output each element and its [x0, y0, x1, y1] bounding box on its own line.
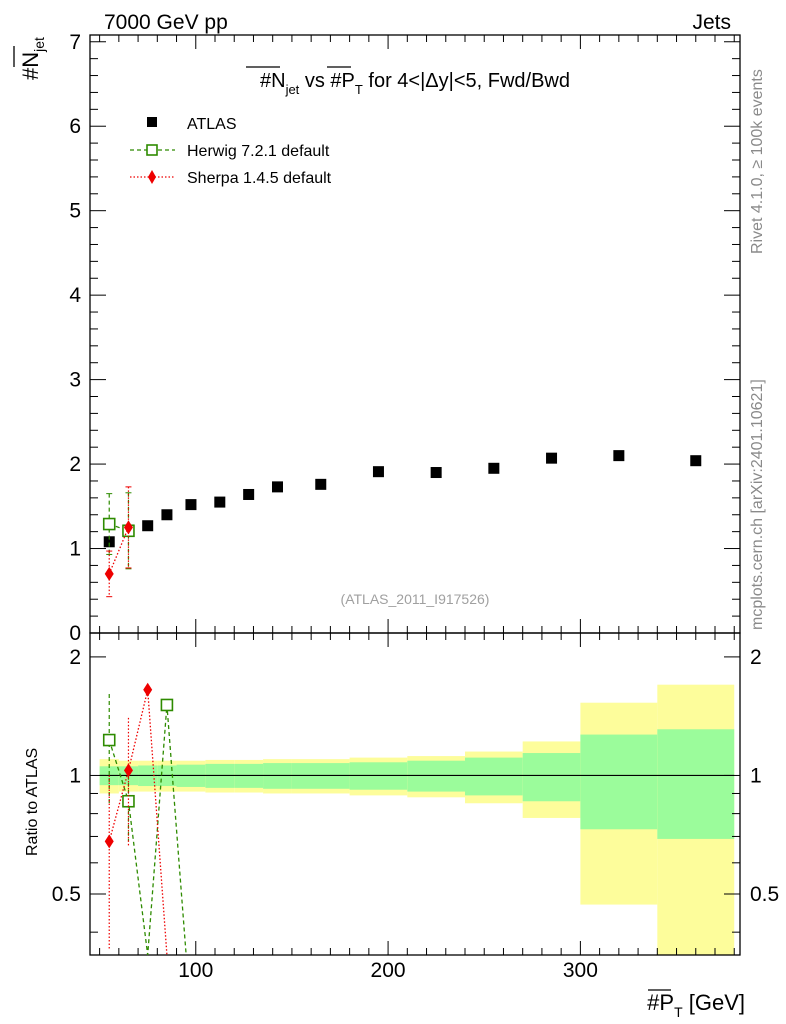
- chart-title-sub: T: [355, 82, 363, 97]
- atlas-data-point: [243, 488, 255, 500]
- y-tick-label: 6: [69, 115, 81, 138]
- rivet-version-label: Rivet 4.1.0, ≥ 100k events: [749, 69, 766, 254]
- ratio-inner-band: [580, 734, 658, 830]
- y-tick-label: 3: [69, 369, 81, 392]
- y-tick-label: 5: [69, 200, 81, 223]
- x-tick-label: 300: [563, 959, 598, 982]
- ratio-tick-label: 2: [69, 646, 81, 669]
- ratio-tick-label: 0.5: [52, 883, 81, 906]
- atlas-data-point: [690, 455, 702, 467]
- ratio-inner-band: [465, 757, 523, 796]
- y-tick-label: 2: [69, 453, 81, 476]
- x-axis-label-part: #P: [647, 990, 674, 1015]
- atlas-data-point: [488, 462, 500, 474]
- sherpa-line: [108, 527, 130, 575]
- mcplots-label: mcplots.cern.ch [arXiv:2401.10621]: [749, 379, 766, 630]
- x-tick-label: 100: [178, 959, 213, 982]
- herwig-ratio-point: [102, 733, 116, 747]
- atlas-data-point: [185, 499, 197, 511]
- ratio-y-axis-label: Ratio to ATLAS: [24, 748, 41, 856]
- atlas-data-point: [103, 536, 115, 548]
- ratio-plot-frame: [89, 632, 741, 956]
- header-left: 7000 GeV pp: [104, 11, 228, 34]
- ratio-inner-band: [657, 729, 735, 839]
- legend-marker-sherpa: [148, 170, 156, 184]
- ratio-tick-label-right: 2: [750, 646, 762, 669]
- atlas-data-point: [161, 509, 173, 521]
- ratio-tick-label-right: 1: [750, 764, 762, 787]
- chart-title-sub: jet: [285, 82, 300, 97]
- y-tick-label: 4: [69, 284, 81, 307]
- legend-label-herwig: Herwig 7.2.1 default: [187, 143, 330, 160]
- ratio-inner-band: [407, 760, 465, 792]
- ratio-tick-label: 1: [69, 764, 81, 787]
- y-axis-label: #Njet: [18, 37, 47, 80]
- legend-label-atlas: ATLAS: [187, 116, 237, 133]
- y-tick-label: 1: [69, 538, 81, 561]
- atlas-data-point: [430, 467, 442, 479]
- sherpa-data-point: [104, 566, 114, 581]
- atlas-data-point: [142, 520, 154, 532]
- atlas-data-point: [613, 450, 625, 462]
- ratio-tick-label-right: 0.5: [750, 883, 779, 906]
- chart-title-part: vs #P: [299, 70, 355, 92]
- header-right: Jets: [692, 11, 731, 34]
- x-axis-label: #PT [GeV]: [647, 990, 745, 1020]
- legend-label-sherpa: Sherpa 1.4.5 default: [187, 170, 332, 187]
- herwig-ratio-line: [108, 704, 187, 956]
- legend-marker-herwig: [146, 144, 158, 156]
- chart-title: #Njet vs #PT for 4<|Δy|<5, Fwd/Bwd: [260, 70, 570, 97]
- y-tick-label: 7: [69, 31, 81, 54]
- x-axis-label-part: [GeV]: [683, 990, 745, 1015]
- herwig-data-point: [102, 517, 116, 531]
- atlas-data-point: [214, 496, 226, 508]
- legend-marker-atlas: [147, 117, 157, 127]
- x-axis-label-sub: T: [674, 1004, 683, 1020]
- y-tick-label: 0: [69, 622, 81, 645]
- atlas-data-point: [546, 452, 558, 464]
- chart-title-part: #N: [260, 70, 286, 92]
- herwig-ratio-point: [122, 794, 135, 808]
- chart-title-part: for 4<|Δy|<5, Fwd/Bwd: [363, 70, 570, 92]
- sherpa-data-point: [123, 520, 133, 535]
- sherpa-ratio-point: [123, 763, 133, 778]
- y-axis-label-sub: jet: [31, 37, 47, 53]
- herwig-ratio-point: [160, 698, 174, 712]
- sherpa-ratio-point: [104, 834, 114, 849]
- sherpa-ratio-point: [143, 682, 153, 697]
- atlas-data-point: [315, 478, 327, 490]
- legend: ATLAS Herwig 7.2.1 default Sherpa 1.4.5 …: [130, 116, 332, 187]
- ratio-inner-band: [522, 753, 581, 802]
- y-axis-label-part: #N: [18, 52, 43, 80]
- atlas-data-point: [372, 466, 384, 478]
- atlas-data-point: [272, 481, 283, 493]
- x-tick-label: 200: [371, 959, 406, 982]
- analysis-id: (ATLAS_2011_I917526): [341, 591, 490, 607]
